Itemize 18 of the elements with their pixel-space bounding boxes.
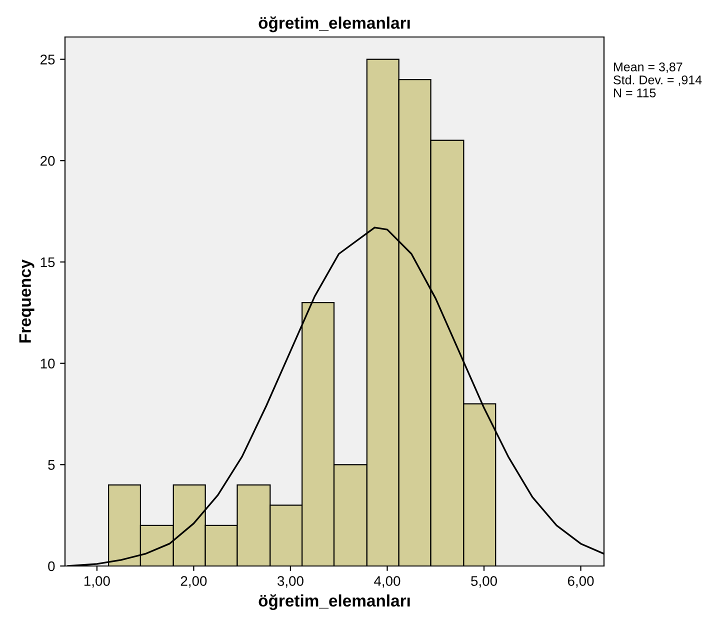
y-tick-label: 15	[40, 257, 55, 268]
y-axis-title: Frequency	[19, 259, 34, 343]
text: N = 115	[614, 88, 656, 98]
x-tick-label: 2,00	[180, 576, 207, 588]
x-tick-label: 1,00	[84, 576, 110, 588]
x-tick-label: 3,00	[277, 576, 304, 588]
y-tick-label: 0	[48, 561, 55, 572]
x-tick-label: 6,00	[568, 576, 594, 588]
text: Mean = 3,87	[614, 62, 682, 73]
y-tick-label: 20	[40, 156, 55, 166]
y-tick-label: 10	[40, 358, 55, 368]
x-tick-label: 5,00	[471, 576, 497, 588]
chart-title: öğretim_elemanları	[258, 16, 410, 32]
y-tick-label: 25	[40, 54, 55, 64]
x-tick-label: 4,00	[374, 576, 400, 588]
text: Std. Dev. = ,914	[614, 75, 702, 86]
y-tick-label: 5	[48, 460, 55, 470]
x-axis-title: öğretim_elemanları	[258, 594, 410, 610]
